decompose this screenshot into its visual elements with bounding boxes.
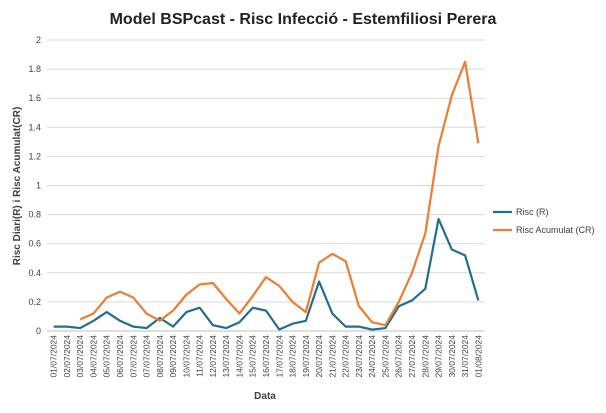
x-tick-label: 25/07/2024	[380, 335, 390, 378]
x-tick-label: 04/07/2024	[88, 335, 98, 378]
y-tick-label: 1.4	[28, 122, 41, 132]
x-tick-label: 09/07/2024	[168, 335, 178, 378]
x-tick-label: 17/07/2024	[274, 335, 284, 378]
x-tick-label: 19/07/2024	[301, 335, 311, 378]
x-tick-label: 03/07/2024	[75, 335, 85, 378]
x-tick-label: 26/07/2024	[394, 335, 404, 378]
x-tick-label: 28/07/2024	[420, 335, 430, 378]
x-tick-label: 15/07/2024	[248, 335, 258, 378]
x-tick-label: 02/07/2024	[62, 335, 72, 378]
x-tick-label: 13/07/2024	[221, 335, 231, 378]
x-tick-label: 01/07/2024	[49, 335, 59, 378]
x-tick-label: 22/07/2024	[341, 335, 351, 378]
x-tick-label: 06/07/2024	[115, 335, 125, 378]
x-tick-label: 07/07/2024	[142, 335, 152, 378]
y-tick-label: 2	[36, 35, 41, 45]
legend-label: Risc Acumulat (CR)	[516, 225, 595, 235]
chart-title: Model BSPcast - Risc Infecció - Estemfil…	[110, 11, 497, 28]
x-axis-label: Data	[254, 391, 276, 402]
x-tick-label: 23/07/2024	[354, 335, 364, 378]
legend-label: Risc (R)	[516, 207, 549, 217]
x-tick-label: 11/07/2024	[195, 335, 205, 377]
x-tick-label: 21/07/2024	[327, 335, 337, 378]
x-tick-label: 07/07/2024	[128, 335, 138, 378]
y-tick-label: 0.6	[28, 239, 41, 249]
series-line	[53, 217, 480, 331]
x-tick-label: 27/07/2024	[407, 335, 417, 378]
y-axis-label: Risc Diari(R) i Risc Acumulat(CR)	[12, 107, 23, 266]
y-tick-label: 1.6	[28, 93, 41, 103]
y-tick-label: 1	[36, 181, 41, 191]
x-tick-label: 10/07/2024	[181, 335, 191, 378]
x-tick-label: 01/08/2024	[473, 335, 483, 378]
x-tick-label: 18/07/2024	[288, 335, 298, 378]
y-tick-label: 1.2	[28, 151, 41, 161]
x-tick-label: 24/07/2024	[367, 335, 377, 378]
y-tick-label: 0.8	[28, 210, 41, 220]
x-tick-label: 20/07/2024	[314, 335, 324, 378]
y-tick-label: 0.2	[28, 297, 41, 307]
x-tick-label: 14/07/2024	[234, 335, 244, 378]
y-tick-label: 1.8	[28, 64, 41, 74]
x-tick-label: 30/07/2024	[447, 335, 457, 378]
y-tick-label: 0.4	[28, 268, 41, 278]
x-tick-label: 29/07/2024	[434, 335, 444, 378]
series-line	[79, 60, 480, 327]
x-tick-label: 12/07/2024	[208, 335, 218, 378]
x-tick-label: 16/07/2024	[261, 335, 271, 378]
x-tick-label: 08/07/2024	[155, 335, 165, 378]
x-tick-label: 05/07/2024	[102, 335, 112, 378]
y-tick-label: 0	[36, 326, 41, 336]
x-tick-label: 31/07/2024	[460, 335, 470, 378]
